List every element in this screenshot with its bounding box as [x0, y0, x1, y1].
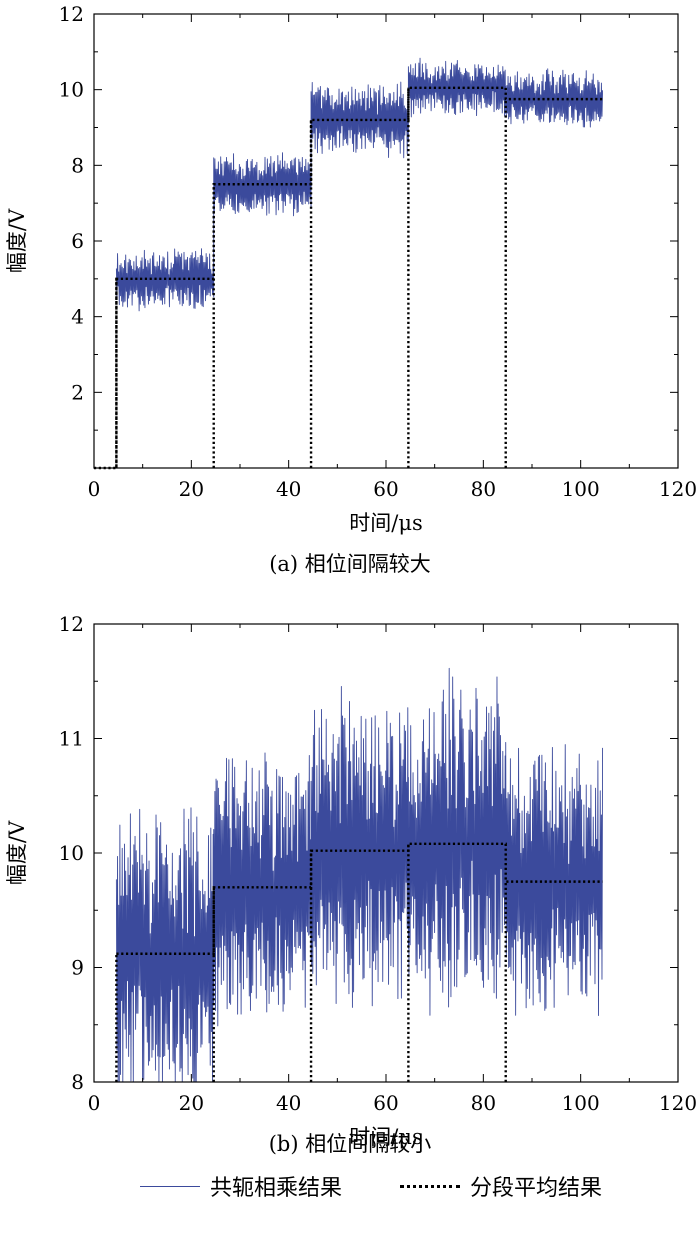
chart-b-x-tick-label: 40 — [276, 1091, 301, 1115]
chart-a-y-tick-label: 4 — [71, 305, 84, 329]
chart-a-x-tick-label: 60 — [373, 477, 398, 501]
chart-a-series-average-line — [94, 86, 603, 470]
legend-item-conjugate: 共轭相乘结果 — [140, 1170, 342, 1202]
chart-a-x-tick-label: 120 — [659, 477, 697, 501]
legend-label-average: 分段平均结果 — [470, 1176, 603, 1201]
chart-a-x-axis-title: 时间/μs — [349, 511, 423, 535]
chart-b-x-axis-title: 时间/μs — [349, 1125, 423, 1149]
chart-b-x-tick-label: 20 — [179, 1091, 204, 1115]
chart-b-x-tick-label: 100 — [562, 1091, 600, 1115]
chart-a-caption: (a) 相位间隔较大 — [269, 552, 431, 576]
chart-b-y-tick-label: 12 — [59, 612, 84, 636]
legend: 共轭相乘结果 分段平均结果 — [0, 1170, 700, 1210]
chart-b-y-tick-label: 10 — [59, 841, 84, 865]
chart-b-y-tick-label: 8 — [71, 1070, 84, 1094]
chart-b-x-tick-label: 60 — [373, 1091, 398, 1115]
chart-a-y-tick-label: 6 — [71, 229, 84, 253]
chart-a-y-tick-label: 12 — [59, 2, 84, 26]
chart-a-y-tick-label: 8 — [71, 153, 84, 177]
chart-b-x-tick-label: 0 — [88, 1091, 101, 1115]
chart-a-y-tick-label: 2 — [71, 380, 84, 404]
legend-label-conjugate: 共轭相乘结果 — [210, 1176, 343, 1201]
chart-b-y-tick-label: 9 — [71, 956, 84, 980]
chart-a-x-tick-label: 0 — [88, 477, 101, 501]
chart-b-series-conjugate-line — [115, 667, 604, 1083]
chart-a-x-tick-label: 100 — [562, 477, 600, 501]
chart-a-x-tick-label: 20 — [179, 477, 204, 501]
chart-a-plot-frame — [93, 13, 679, 469]
legend-item-average: 分段平均结果 — [400, 1170, 602, 1202]
chart-b-x-tick-label: 120 — [659, 1091, 697, 1115]
legend-swatch-solid — [140, 1185, 200, 1187]
chart-b-x-tick-label: 80 — [471, 1091, 496, 1115]
chart-b-y-tick-label: 11 — [59, 727, 84, 751]
chart-a-y-tick-label: 10 — [59, 78, 84, 102]
chart-a-x-tick-label: 80 — [471, 477, 496, 501]
legend-swatch-dotted — [400, 1184, 460, 1188]
chart-a-series-conjugate-line — [115, 57, 604, 312]
chart-b-y-axis-title: 幅度/V — [5, 820, 29, 885]
chart-b-caption: (b) 相位间隔较小 — [268, 1132, 432, 1156]
chart-b-series-average-line — [116, 842, 603, 955]
chart-a-x-tick-label: 40 — [276, 477, 301, 501]
chart-a-y-axis-title: 幅度/V — [5, 208, 29, 273]
